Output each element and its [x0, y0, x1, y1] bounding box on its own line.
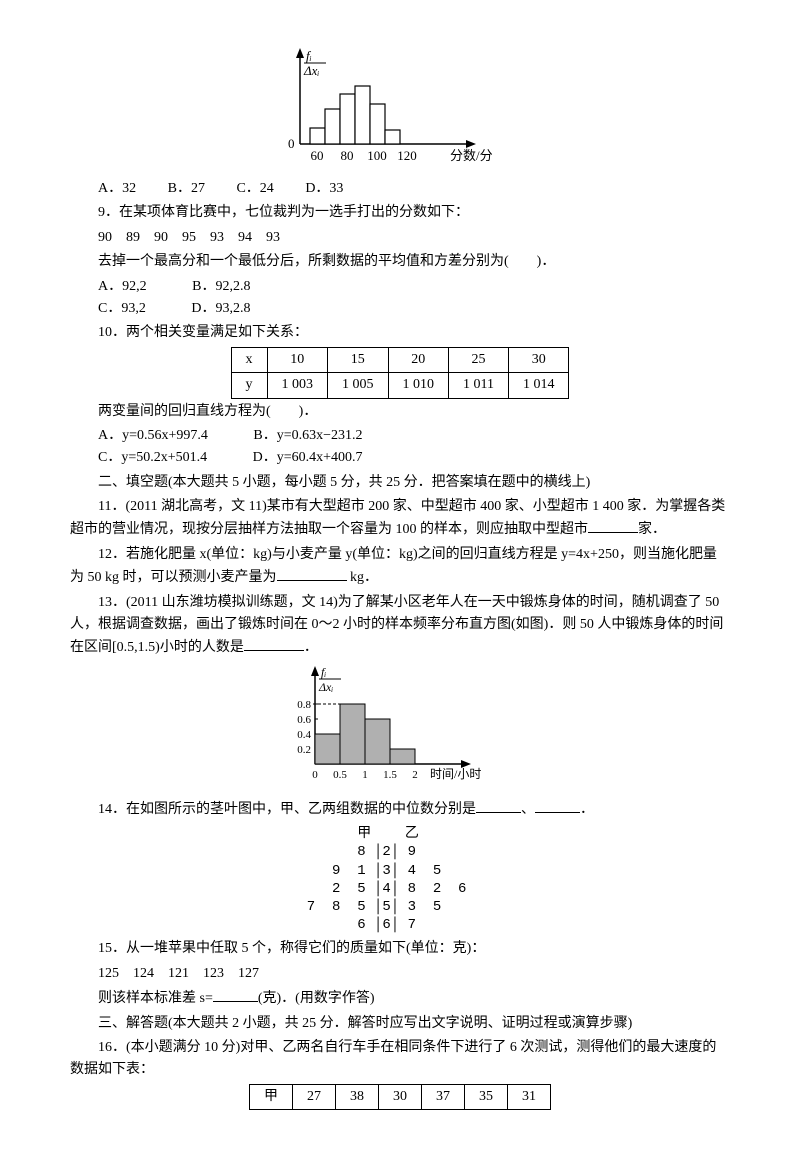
svg-text:时间/小时: 时间/小时	[430, 767, 481, 781]
svg-text:fᵢ: fᵢ	[321, 665, 326, 679]
q15-blank	[213, 987, 258, 1002]
table-cell: 1 003	[267, 373, 328, 398]
q10-opts-row1: A．y=0.56x+997.4 B．y=0.63x−231.2	[70, 425, 730, 447]
svg-text:0.4: 0.4	[297, 729, 311, 741]
section-2-header: 二、填空题(本大题共 5 小题，每小题 5 分，共 25 分．把答案填在题中的横…	[70, 472, 730, 494]
table-cell: 30	[379, 1084, 422, 1109]
svg-text:60: 60	[311, 148, 324, 163]
q10-stem: 10．两个相关变量满足如下关系：	[70, 322, 730, 344]
q8-c: C．24	[236, 181, 273, 196]
svg-text:0: 0	[312, 769, 318, 781]
table-cell: y	[231, 373, 267, 398]
q11-b: 家．	[638, 522, 666, 537]
q10-table: x1015202530 y1 0031 0051 0101 0111 014	[231, 347, 570, 399]
q11: 11．(2011 湖北高考，文 11)某市有大型超市 200 家、中型超市 40…	[70, 496, 730, 542]
table-cell: 31	[508, 1084, 551, 1109]
q13: 13．(2011 山东潍坊模拟训练题，文 14)为了解某小区老年人在一天中锻炼身…	[70, 592, 730, 660]
q9-sub: 去掉一个最高分和一个最低分后，所剩数据的平均值和方差分别为( )．	[70, 251, 730, 273]
table-cell: 1 014	[508, 373, 569, 398]
q15-vals: 125 124 121 123 127	[70, 963, 730, 985]
table-cell: 27	[293, 1084, 336, 1109]
q14-blank2	[535, 798, 580, 813]
q10-b: B．y=0.63x−231.2	[253, 428, 362, 443]
table-cell: 25	[449, 347, 509, 372]
q16-table: 甲273830373531	[249, 1084, 551, 1110]
q9-d: D．93,2.8	[191, 301, 250, 316]
q8-options: A．32 B．27 C．24 D．33	[70, 178, 730, 200]
q8-d: D．33	[305, 181, 343, 196]
q10-sub: 两变量间的回归直线方程为( )．	[70, 401, 730, 423]
table-cell: 15	[328, 347, 389, 372]
svg-text:2: 2	[412, 769, 418, 781]
svg-text:1.5: 1.5	[383, 769, 397, 781]
q14-b: 、	[521, 802, 535, 817]
q13-a: 13．(2011 山东潍坊模拟训练题，文 14)为了解某小区老年人在一天中锻炼身…	[70, 595, 723, 656]
q9-c: C．93,2	[98, 301, 146, 316]
q8-b: B．27	[168, 181, 205, 196]
svg-text:120: 120	[397, 148, 417, 163]
table-cell: 38	[336, 1084, 379, 1109]
svg-text:Δxᵢ: Δxᵢ	[318, 680, 333, 694]
q12-a: 12．若施化肥量 x(单位：kg)与小麦产量 y(单位：kg)之间的回归直线方程…	[70, 547, 717, 585]
q14-a: 14．在如图所示的茎叶图中，甲、乙两组数据的中位数分别是	[98, 802, 476, 817]
q13-blank	[244, 636, 304, 651]
q15-a: 15．从一堆苹果中任取 5 个，称得它们的质量如下(单位：克)：	[70, 938, 730, 960]
q13-b: ．	[304, 640, 318, 655]
q11-blank	[588, 518, 638, 533]
svg-text:0.5: 0.5	[333, 769, 347, 781]
stem-leaf-plot: 甲 乙 8 │2│ 9 9 1 │3│ 4 5 2 5 │4│ 8 2 6 7 …	[70, 825, 730, 934]
q15-b: 则该样本标准差 s=	[98, 991, 213, 1006]
svg-text:0: 0	[288, 136, 295, 151]
q16-a: 16．(本小题满分 10 分)对甲、乙两名自行车手在相同条件下进行了 6 次测试…	[70, 1037, 730, 1082]
svg-text:100: 100	[367, 148, 387, 163]
section-3-header: 三、解答题(本大题共 2 小题，共 25 分．解答时应写出文字说明、证明过程或演…	[70, 1013, 730, 1035]
svg-text:80: 80	[341, 148, 354, 163]
svg-text:分数/分: 分数/分	[450, 148, 493, 163]
hist1-svg: fᵢΔxᵢ 0 60 80 100 120 分数/分	[270, 44, 530, 174]
svg-text:0.2: 0.2	[297, 744, 311, 756]
svg-text:Δxᵢ: Δxᵢ	[303, 63, 319, 78]
table-cell: x	[231, 347, 267, 372]
q14-c: ．	[580, 802, 594, 817]
q8-a: A．32	[98, 181, 136, 196]
table-cell: 37	[422, 1084, 465, 1109]
q10-opts-row2: C．y=50.2x+501.4 D．y=60.4x+400.7	[70, 447, 730, 469]
table-cell: 甲	[250, 1084, 293, 1109]
q15-line: 则该样本标准差 s= (克)．(用数字作答)	[70, 987, 730, 1010]
q9-opts-row2: C．93,2 D．93,2.8	[70, 298, 730, 320]
table-cell: 30	[508, 347, 569, 372]
q8-histogram: fᵢΔxᵢ 0 60 80 100 120 分数/分	[70, 44, 730, 174]
q13-histogram: 0.2 0.4 0.6 0.8 fᵢΔxᵢ 0 0.5 1 1.5 2 时间/小时	[70, 664, 730, 794]
table-cell: 35	[465, 1084, 508, 1109]
svg-text:0.6: 0.6	[297, 714, 311, 726]
q9-stem: 9．在某项体育比赛中，七位裁判为一选手打出的分数如下：	[70, 202, 730, 224]
q10-a: A．y=0.56x+997.4	[98, 428, 208, 443]
table-cell: 20	[388, 347, 449, 372]
table-cell: 1 010	[388, 373, 449, 398]
q12: 12．若施化肥量 x(单位：kg)与小麦产量 y(单位：kg)之间的回归直线方程…	[70, 544, 730, 590]
q15-c: (克)．(用数字作答)	[258, 991, 375, 1006]
svg-text:0.8: 0.8	[297, 699, 311, 711]
q10-d: D．y=60.4x+400.7	[253, 450, 363, 465]
table-cell: 1 005	[328, 373, 389, 398]
svg-text:fᵢ: fᵢ	[306, 48, 312, 63]
q10-c: C．y=50.2x+501.4	[98, 450, 207, 465]
q9-opts-row1: A．92,2 B．92,2.8	[70, 276, 730, 298]
q9-b: B．92,2.8	[192, 279, 250, 294]
q14-blank1	[476, 798, 521, 813]
q12-b: kg．	[347, 570, 379, 585]
table-cell: 10	[267, 347, 328, 372]
q14: 14．在如图所示的茎叶图中，甲、乙两组数据的中位数分别是 、 ．	[70, 798, 730, 821]
svg-text:1: 1	[362, 769, 368, 781]
hist2-svg: 0.2 0.4 0.6 0.8 fᵢΔxᵢ 0 0.5 1 1.5 2 时间/小时	[285, 664, 515, 794]
q9-scores: 90 89 90 95 93 94 93	[70, 227, 730, 249]
q9-a: A．92,2	[98, 279, 147, 294]
q12-blank	[277, 566, 347, 581]
table-cell: 1 011	[449, 373, 509, 398]
